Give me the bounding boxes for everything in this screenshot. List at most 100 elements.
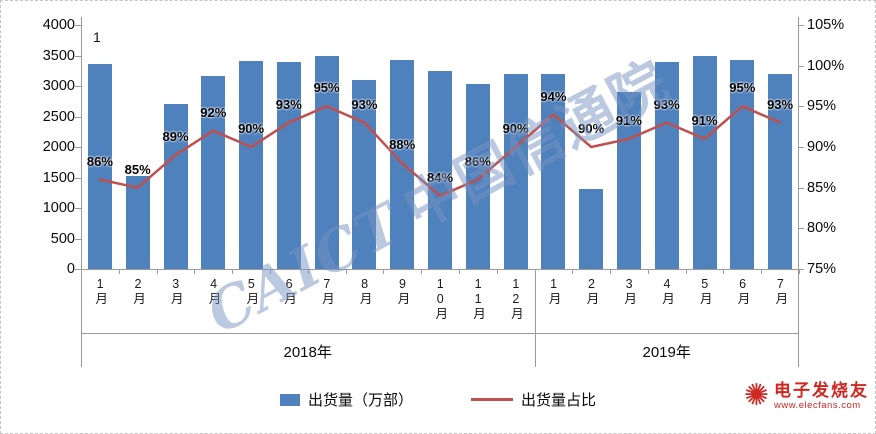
x-axis-year-label: 2019年 bbox=[642, 344, 691, 361]
y-axis-left-tick-label: 0 bbox=[66, 261, 75, 277]
shipment-bar bbox=[541, 74, 566, 269]
x-axis-month-label: 6月 bbox=[282, 277, 297, 306]
legend-label-share: 出货量占比 bbox=[521, 392, 597, 409]
elecfans-logo: ✺ 电子发烧友 www.elecfans.com bbox=[744, 381, 869, 412]
elecfans-site: www.elecfans.com bbox=[774, 400, 861, 411]
share-data-label: 91% bbox=[615, 112, 642, 128]
shipment-bar bbox=[390, 59, 415, 269]
y-axis-left-tick-label: 2500 bbox=[42, 108, 75, 125]
legend-label-shipments: 出货量（万部） bbox=[307, 392, 413, 409]
x-axis-tick bbox=[118, 269, 120, 274]
x-axis-month-label: 2月 bbox=[130, 277, 145, 306]
x-axis-tick bbox=[723, 269, 725, 274]
x-axis-month-label: 6月 bbox=[735, 277, 750, 306]
x-axis-tick bbox=[232, 269, 234, 274]
x-axis-month-label: 7月 bbox=[773, 277, 788, 306]
y-axis-right-tick bbox=[798, 228, 804, 230]
x-axis-month-label: 11月 bbox=[471, 277, 486, 321]
x-axis-month-label: 3月 bbox=[622, 277, 637, 306]
x-axis-tick bbox=[685, 269, 687, 274]
share-data-label: 88% bbox=[389, 137, 416, 153]
x-axis-month-label: 7月 bbox=[319, 277, 334, 306]
x-axis-month-label: 4月 bbox=[206, 277, 221, 306]
y-axis-left-tick bbox=[75, 269, 81, 270]
shipment-bar bbox=[503, 73, 528, 269]
x-axis-tick bbox=[647, 269, 649, 274]
shipment-bar bbox=[125, 175, 150, 269]
y-axis-right-tick-label: 100% bbox=[807, 57, 845, 74]
share-data-label: 85% bbox=[124, 161, 151, 177]
x-axis-tick bbox=[269, 269, 271, 274]
x-axis-tick bbox=[156, 269, 158, 274]
x-axis-tick bbox=[610, 269, 612, 274]
x-axis-month-label: 1月 bbox=[93, 277, 108, 306]
y-axis-left-tick bbox=[75, 208, 81, 209]
x-axis-tick bbox=[345, 269, 347, 274]
stray-data-label: 1 bbox=[93, 29, 101, 45]
x-axis-tick bbox=[572, 269, 574, 274]
x-axis-month-label: 10月 bbox=[433, 277, 448, 321]
y-axis-right-tick bbox=[798, 106, 804, 108]
year-group-separator bbox=[534, 269, 536, 367]
y-axis-right-tick bbox=[798, 25, 804, 26]
y-axis-left-tick-label: 1500 bbox=[42, 169, 75, 186]
shipment-bar bbox=[579, 189, 604, 269]
y-axis-right-tick-label: 85% bbox=[807, 179, 837, 196]
share-data-label: 93% bbox=[351, 96, 378, 112]
x-axis-month-label: 9月 bbox=[395, 277, 410, 306]
y-axis-left-tick bbox=[75, 177, 81, 179]
y-axis-left-line bbox=[81, 17, 82, 269]
y-axis-right-tick-label: 95% bbox=[807, 98, 837, 115]
y-axis-right-line bbox=[798, 17, 799, 269]
shipment-bar bbox=[654, 61, 679, 269]
x-axis-tick bbox=[761, 269, 763, 274]
x-axis-tick bbox=[383, 269, 385, 274]
shipment-bar bbox=[465, 83, 490, 269]
x-axis-tick bbox=[194, 269, 196, 274]
x-axis-month-label: 4月 bbox=[659, 277, 674, 306]
y-axis-left-tick-label: 1000 bbox=[42, 200, 75, 216]
share-data-label: 94% bbox=[540, 88, 567, 104]
y-axis-left-tick bbox=[75, 238, 81, 240]
share-data-label: 90% bbox=[502, 121, 529, 136]
share-data-label: 84% bbox=[426, 169, 454, 185]
share-data-label: 93% bbox=[767, 96, 794, 112]
share-data-label: 90% bbox=[578, 121, 605, 136]
y-axis-left-tick bbox=[75, 25, 81, 26]
y-axis-right-tick-label: 105% bbox=[807, 17, 845, 33]
share-data-label: 90% bbox=[238, 121, 265, 136]
x-axis-month-label: 3月 bbox=[168, 277, 183, 306]
legend-item-share: 出货量占比 bbox=[471, 389, 596, 410]
y-axis-left-tick-label: 2000 bbox=[42, 139, 75, 155]
y-axis-right-tick-label: 80% bbox=[807, 220, 837, 237]
x-axis-line bbox=[81, 269, 799, 270]
legend: 出货量（万部） 出货量占比 bbox=[1, 389, 875, 410]
x-axis-month-label: 1月 bbox=[546, 277, 561, 306]
y-axis-right-tick bbox=[798, 147, 804, 148]
y-axis-left-tick bbox=[75, 116, 81, 118]
year-group-separator bbox=[81, 269, 82, 367]
x-axis-month-label: 2月 bbox=[584, 277, 599, 306]
x-axis-month-label: 12月 bbox=[508, 277, 523, 321]
x-axis-tick bbox=[799, 269, 800, 274]
y-axis-left-tick-label: 500 bbox=[50, 230, 75, 247]
shipment-bar bbox=[692, 55, 717, 269]
x-axis-tick bbox=[458, 269, 460, 274]
x-axis-month-label: 5月 bbox=[244, 277, 259, 306]
share-data-label: 92% bbox=[200, 104, 227, 120]
y-axis-left-tick bbox=[75, 55, 81, 57]
share-data-label: 86% bbox=[86, 153, 113, 169]
shipment-bar bbox=[276, 61, 301, 269]
share-data-label: 95% bbox=[313, 80, 340, 96]
elecfans-logo-text: 电子发烧友 www.elecfans.com bbox=[774, 381, 869, 411]
legend-item-shipments: 出货量（万部） bbox=[279, 389, 413, 410]
x-axis-month-label: 8月 bbox=[357, 277, 372, 306]
x-axis-tick bbox=[307, 269, 309, 274]
x-axis-level-separator bbox=[81, 333, 799, 334]
bar-series-swatch-icon bbox=[279, 393, 300, 406]
y-axis-left-tick bbox=[75, 86, 81, 87]
line-series-swatch-icon bbox=[471, 398, 513, 401]
y-axis-right-tick-label: 75% bbox=[807, 261, 837, 277]
share-data-label: 93% bbox=[653, 96, 680, 112]
